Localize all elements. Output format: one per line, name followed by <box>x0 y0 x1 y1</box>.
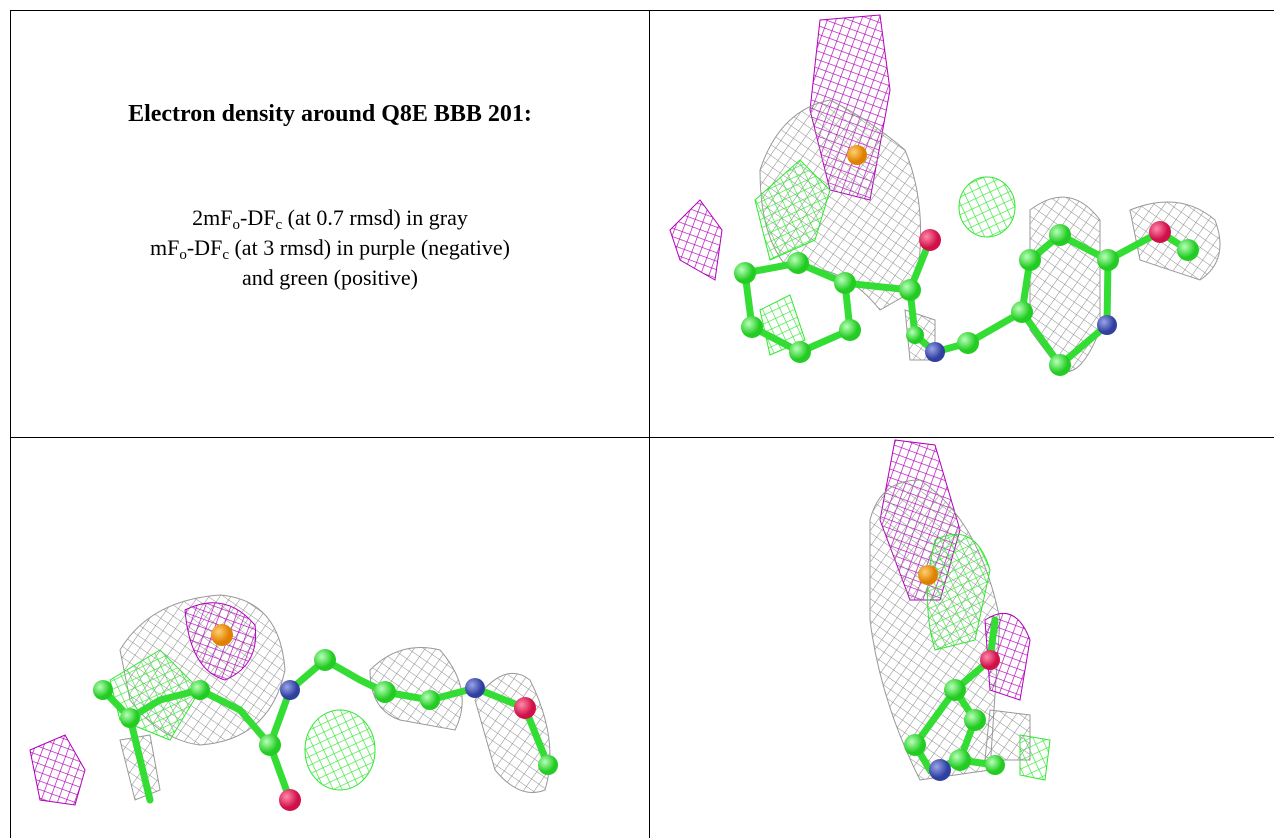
subscript: o <box>179 247 187 263</box>
subscript: c <box>222 247 229 263</box>
title: Electron density around Q8E BBB 201: <box>11 101 649 128</box>
text: -DF <box>240 205 275 230</box>
text: 2mF <box>192 205 232 230</box>
text: -DF <box>187 235 222 260</box>
legend-line: 2mFo-DFc (at 0.7 rmsd) in gray <box>11 203 649 233</box>
text: mF <box>150 235 179 260</box>
text: and green (positive) <box>242 265 418 290</box>
density-view-3 <box>870 440 1050 781</box>
subscript: o <box>233 217 241 233</box>
density-view-1 <box>670 15 1220 376</box>
text: (at 0.7 rmsd) in gray <box>282 205 468 230</box>
legend-lines: 2mFo-DFc (at 0.7 rmsd) in gray mFo-DFc (… <box>11 203 649 293</box>
legend-line: and green (positive) <box>11 263 649 293</box>
density-view-2 <box>30 595 558 811</box>
legend-line: mFo-DFc (at 3 rmsd) in purple (negative) <box>11 233 649 263</box>
page: Electron density around Q8E BBB 201: 2mF… <box>0 0 1274 838</box>
text: (at 3 rmsd) in purple (negative) <box>229 235 510 260</box>
text-cell: Electron density around Q8E BBB 201: 2mF… <box>11 11 649 437</box>
